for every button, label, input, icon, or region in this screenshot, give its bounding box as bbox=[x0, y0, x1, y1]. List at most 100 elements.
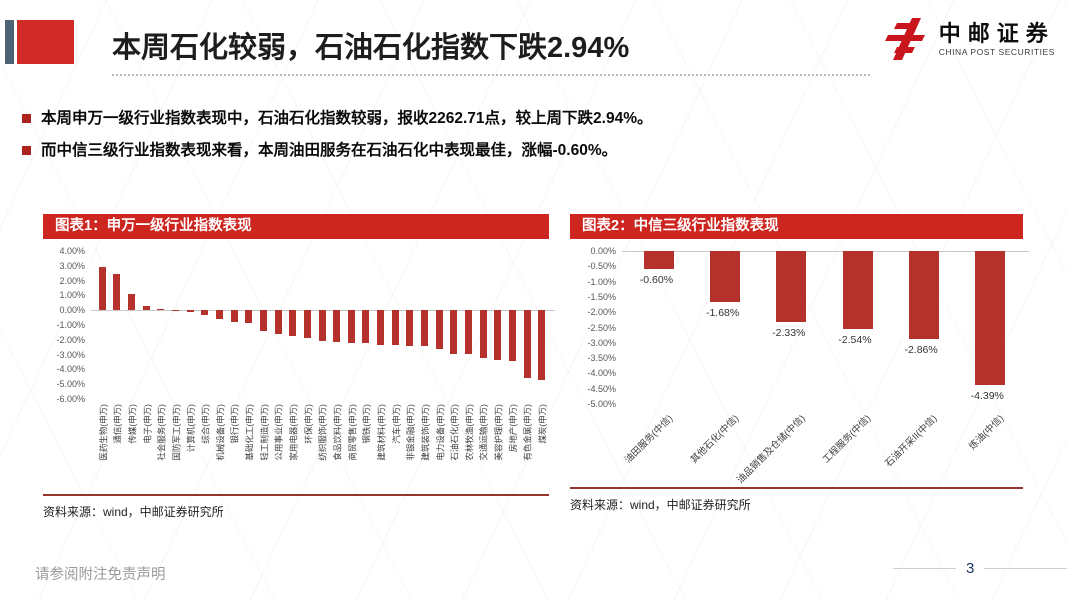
y-axis: 4.00% 3.00% 2.00% 1.00% 0.00% -1.00% -2.00% -3.… bbox=[43, 246, 91, 404]
bullet-square-icon bbox=[22, 114, 31, 123]
x-category-label: 计算机(申万) bbox=[186, 404, 197, 453]
bar bbox=[776, 251, 807, 323]
y-tick-label: -4.50% bbox=[587, 383, 616, 394]
summary-bullets: 本周申万一级行业指数表现中，石油石化指数较弱，报收2262.71点，较上周下跌2… bbox=[22, 110, 922, 173]
bar bbox=[318, 310, 326, 342]
x-category-label: 石油石化(申万) bbox=[449, 404, 460, 461]
x-category-label: 纺织服饰(申万) bbox=[318, 404, 328, 461]
value-label: -0.60% bbox=[639, 274, 674, 287]
bar-chart: 4.00% 3.00% 2.00% 1.00% 0.00% -1.00% -2.00% -3.… bbox=[43, 246, 555, 491]
x-category-label: 家用电器(申万) bbox=[288, 404, 299, 461]
bar bbox=[494, 310, 502, 360]
bar bbox=[172, 309, 180, 311]
x-category-label: 非银金融(申万) bbox=[405, 404, 416, 461]
y-tick-label: -5.00% bbox=[56, 379, 85, 390]
y-tick-label: 3.00% bbox=[59, 260, 85, 271]
bullet-text: 本周申万一级行业指数表现中，石油石化指数较弱，报收2262.71点，较上周下跌2… bbox=[41, 110, 653, 127]
x-category-label: 建筑装饰(申万) bbox=[420, 404, 431, 461]
bar bbox=[508, 310, 516, 362]
x-category-label: 其他石化(中信) bbox=[688, 413, 742, 466]
bar bbox=[333, 310, 341, 342]
bar bbox=[128, 293, 136, 311]
source-note: 资料来源：wind，中邮证券研究所 bbox=[570, 498, 751, 512]
x-category-label: 有色金属(申万) bbox=[523, 404, 534, 461]
y-tick-label: -1.50% bbox=[587, 291, 616, 302]
x-category-label: 环保(申万) bbox=[303, 404, 314, 444]
y-tick-label: -1.00% bbox=[587, 276, 616, 287]
y-tick-label: -2.50% bbox=[587, 322, 616, 333]
bar bbox=[289, 310, 297, 337]
bar bbox=[450, 310, 458, 354]
y-tick-label: -0.50% bbox=[587, 261, 616, 272]
bullet-text: 而中信三级行业指数表现来看，本周油田服务在石油石化中表现最佳，涨幅-0.60%。 bbox=[41, 141, 618, 159]
x-category-label: 基础化工(申万) bbox=[244, 404, 255, 461]
bar bbox=[710, 251, 741, 303]
x-category-label: 银行(申万) bbox=[230, 404, 241, 444]
source-divider bbox=[570, 487, 1023, 489]
y-tick-label: -3.00% bbox=[56, 349, 85, 360]
y-tick-label: -6.00% bbox=[56, 394, 85, 404]
plot-area bbox=[91, 251, 555, 399]
x-axis-labels: 油田服务(中信) 其他石化(中信) 油品销售及仓储(中信) 工程服务(中信) 石油开采I… bbox=[622, 407, 1023, 487]
y-tick-label: -5.00% bbox=[587, 399, 616, 409]
bullet-square-icon bbox=[22, 145, 31, 155]
plot-area: -0.60% -1.68% -2.33% -2.54% -2.86% -4.39% bbox=[622, 251, 1029, 404]
x-category-label: 食品饮料(申万) bbox=[332, 404, 343, 461]
bar bbox=[377, 310, 385, 345]
chart-panel-citic-industry: 图表2：中信三级行业指数表现 0.00% -0.50% -1.00% -1.50% -2… bbox=[570, 214, 1029, 513]
bar bbox=[538, 310, 546, 381]
x-category-label: 综合(申万) bbox=[200, 404, 211, 444]
x-category-label: 电力设备(申万) bbox=[435, 404, 446, 461]
x-category-label: 医药生物(申万) bbox=[98, 404, 109, 461]
bullet-item: 而中信三级行业指数表现来看，本周油田服务在石油石化中表现最佳，涨幅-0.60%。 bbox=[22, 142, 922, 161]
header-accent-block bbox=[17, 20, 74, 64]
bar bbox=[644, 251, 675, 270]
x-category-label: 轻工制造(申万) bbox=[259, 404, 270, 461]
bar bbox=[391, 310, 399, 345]
x-category-label: 汽车(申万) bbox=[391, 404, 402, 444]
zero-axis-line bbox=[622, 251, 1029, 252]
bar bbox=[479, 310, 487, 359]
bar bbox=[157, 308, 165, 311]
footer-disclaimer: 请参阅附注免责声明 bbox=[35, 567, 166, 583]
bar bbox=[113, 273, 121, 311]
bar bbox=[464, 310, 472, 354]
china-post-logo-icon bbox=[884, 18, 925, 60]
x-category-label: 油田服务(中信) bbox=[622, 413, 675, 466]
logo-company-name: 中邮证券 bbox=[938, 21, 1055, 47]
page-number: 3 bbox=[956, 560, 985, 577]
x-category-label: 传媒(申万) bbox=[127, 404, 138, 444]
bullet-item: 本周申万一级行业指数表现中，石油石化指数较弱，报收2262.71点，较上周下跌2… bbox=[22, 110, 922, 129]
y-tick-label: -3.00% bbox=[587, 337, 616, 348]
logo-text-block: 中邮证券 CHINA POST SECURITIES bbox=[939, 21, 1055, 56]
bar bbox=[435, 310, 443, 350]
source-note: 资料来源：wind，中邮证券研究所 bbox=[43, 505, 224, 519]
value-label: -2.33% bbox=[772, 327, 806, 340]
x-category-label: 交通运输(申万) bbox=[479, 404, 490, 461]
value-label: -4.39% bbox=[970, 390, 1004, 403]
source-divider bbox=[43, 494, 549, 496]
y-tick-label: 2.00% bbox=[59, 275, 85, 286]
y-axis: 0.00% -0.50% -1.00% -1.50% -2.00% -2.50% -3.00… bbox=[570, 246, 622, 409]
logo-company-subtitle: CHINA POST SECURITIES bbox=[938, 46, 1055, 57]
y-tick-label: -4.00% bbox=[587, 368, 616, 379]
bar bbox=[245, 310, 253, 323]
x-category-label: 钢铁(申万) bbox=[361, 404, 372, 444]
y-tick-label: 0.00% bbox=[590, 246, 616, 256]
title-dotted-divider bbox=[112, 74, 870, 76]
x-category-label: 炼油(中信) bbox=[966, 413, 1006, 453]
y-tick-label: -4.00% bbox=[56, 364, 85, 375]
bar bbox=[259, 310, 267, 331]
x-category-label: 房地产(申万) bbox=[508, 404, 519, 453]
x-category-label: 商贸零售(申万) bbox=[347, 404, 358, 461]
bar bbox=[274, 310, 282, 334]
x-category-label: 石油开采II(中信) bbox=[883, 413, 940, 470]
chart-title-bar: 图表2：中信三级行业指数表现 bbox=[570, 214, 1023, 239]
y-tick-label: 0.00% bbox=[59, 305, 85, 316]
page-title: 本周石化较弱，石油石化指数下跌2.94% bbox=[112, 32, 630, 64]
value-label: -2.54% bbox=[838, 333, 872, 346]
y-tick-label: 1.00% bbox=[59, 290, 85, 301]
y-tick-label: -1.00% bbox=[56, 320, 85, 330]
y-tick-label: -2.00% bbox=[56, 334, 85, 345]
bar bbox=[974, 251, 1005, 386]
